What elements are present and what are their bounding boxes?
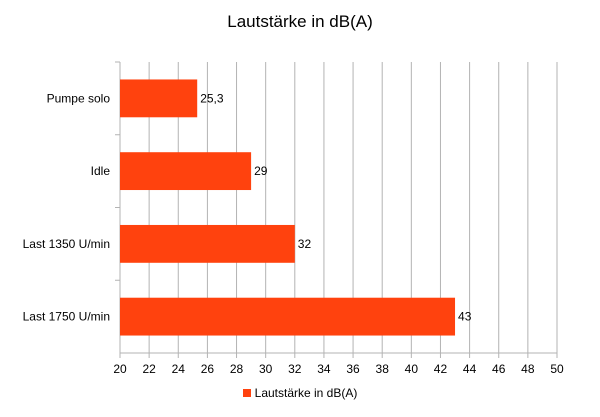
data-label: 32 [298,237,312,251]
data-label: 25,3 [200,91,224,105]
bar [120,297,456,336]
bar [120,224,295,263]
bar [120,152,252,191]
x-tick-label: 20 [113,362,127,376]
x-tick-label: 42 [434,362,448,376]
x-tick-label: 46 [492,362,506,376]
x-tick-label: 38 [376,362,390,376]
data-label: 29 [254,164,268,178]
category-label: Pumpe solo [47,91,111,105]
x-tick-label: 48 [521,362,535,376]
x-tick-label: 36 [346,362,360,376]
legend-swatch [242,389,251,397]
bar [120,79,198,118]
category-label: Last 1350 U/min [23,237,110,251]
data-label: 43 [458,310,472,324]
chart-title: Lautstärke in dB(A) [227,12,373,31]
x-tick-label: 24 [172,362,186,376]
x-tick-label: 22 [142,362,156,376]
x-tick-label: 40 [405,362,419,376]
x-tick-label: 50 [550,362,564,376]
category-label: Last 1750 U/min [23,310,110,324]
x-tick-label: 28 [230,362,244,376]
x-tick-label: 34 [317,362,331,376]
x-tick-label: 44 [463,362,477,376]
x-tick-label: 26 [201,362,215,376]
category-label: Idle [91,164,111,178]
x-tick-label: 32 [288,362,302,376]
legend-label: Lautstärke in dB(A) [254,386,358,400]
x-tick-label: 30 [259,362,273,376]
legend: Lautstärke in dB(A) [0,386,600,400]
